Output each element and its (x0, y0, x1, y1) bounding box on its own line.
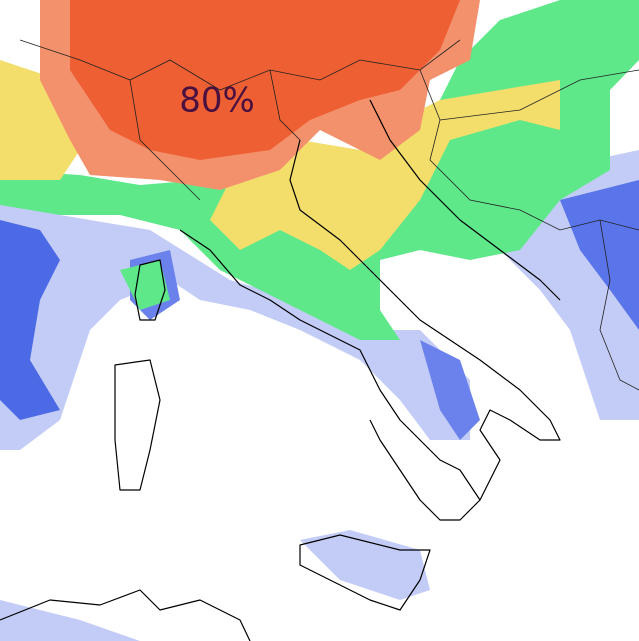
probability-label: 80% (179, 81, 255, 121)
coastline (289, 139, 561, 501)
coastline (0, 589, 251, 641)
coastline (179, 229, 481, 521)
country-border (19, 39, 639, 391)
coastline (299, 534, 431, 611)
coastline (369, 99, 561, 301)
orange-zone (70, 0, 460, 160)
blue-zone (560, 0, 639, 330)
coastline (134, 259, 166, 321)
light-blue-zone (0, 170, 470, 450)
green-zone (120, 260, 170, 310)
blue-zone (130, 250, 480, 440)
light-blue-zone (0, 530, 430, 641)
coastline (114, 359, 161, 491)
blue-zone (0, 220, 60, 420)
